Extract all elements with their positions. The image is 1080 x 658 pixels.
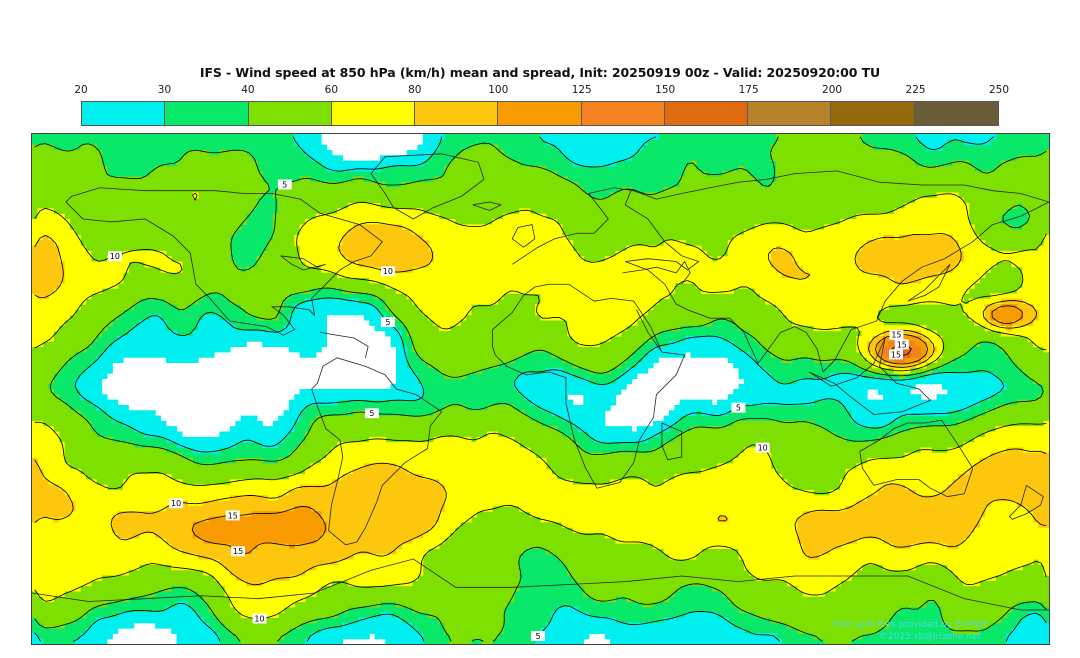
colorbar-segment-200-225 [831, 102, 915, 125]
colorbar-tick-80: 80 [408, 84, 422, 96]
svg-text:15: 15 [228, 511, 238, 520]
colorbar-segment-30-40 [165, 102, 249, 125]
svg-text:5: 5 [385, 318, 390, 327]
contour-label: 15 [889, 329, 904, 340]
contour-label: 15 [894, 339, 909, 349]
field-band [32, 192, 1049, 619]
colorbar-tick-125: 125 [571, 84, 592, 96]
contour-label: 10 [169, 498, 184, 508]
coastline [32, 153, 1049, 611]
svg-text:10: 10 [758, 444, 768, 453]
svg-text:5: 5 [369, 409, 374, 418]
colorbar-tick-100: 100 [488, 84, 509, 96]
colorbar-segment-150-175 [664, 102, 749, 125]
colorbar-segment-100-125 [498, 102, 582, 125]
contour-label: 10 [107, 251, 122, 261]
colorbar-tick-labels: 20 30 40 60 80 100 125 150 175 200 225 250 [74, 84, 1009, 100]
contour-label: 15 [231, 546, 246, 556]
colorbar-segment-80-100 [415, 102, 499, 125]
svg-text:15: 15 [897, 340, 907, 349]
field-band [192, 304, 1023, 555]
contour-label: 5 [531, 631, 545, 641]
contour-label: 5 [364, 408, 379, 418]
contour-label: 10 [380, 266, 395, 276]
contour-label: 15 [225, 510, 240, 520]
colorbar-tick-30: 30 [157, 84, 172, 96]
contour-line-80 [34, 221, 1047, 586]
field-band [32, 224, 1049, 587]
watermark-source: from grib files provided by ECMWF [833, 620, 989, 630]
colorbar-tick-150: 150 [655, 84, 676, 96]
field-band [32, 134, 1049, 644]
colorbar-tick-200: 200 [822, 84, 843, 96]
svg-text:15: 15 [891, 350, 901, 359]
contour-label: 5 [731, 402, 746, 413]
colorbar-tick-250: 250 [988, 84, 1010, 96]
colorbar-tick-175: 175 [738, 84, 759, 96]
colorbar-segment-20-30 [82, 102, 166, 125]
svg-text:5: 5 [736, 404, 741, 413]
colorbar: 20 30 40 60 80 100 125 150 175 200 225 250 [74, 84, 1009, 128]
svg-text:5: 5 [282, 180, 287, 189]
coastline-layer [32, 153, 1049, 611]
svg-text:10: 10 [383, 267, 393, 276]
field-band [32, 134, 1049, 644]
contour-label: 10 [252, 613, 267, 623]
colorbar-tick-40: 40 [241, 84, 255, 96]
colorbar-tick-225: 225 [905, 84, 926, 96]
colorbar-tick-60: 60 [324, 84, 339, 96]
contour-line-100 [191, 305, 1023, 555]
colorbar-segment-175-200 [748, 102, 832, 125]
colorbar-segment-40-60 [248, 102, 332, 125]
contour-line-60 [34, 192, 1047, 619]
colorbar-tick-20: 20 [74, 84, 88, 96]
svg-text:15: 15 [891, 331, 901, 340]
watermark-copyright: ©2025 sb@irizone.net [879, 632, 981, 642]
contour-label: 5 [380, 317, 395, 327]
chart-title: IFS - Wind speed at 850 hPa (km/h) mean … [199, 65, 881, 80]
colorbar-segment-225-250 [914, 102, 998, 125]
contour-label: 5 [277, 179, 292, 189]
world-map-panel: 5 5 5 5 5 10 10 10 10 10 15 15 15 15 15 [31, 133, 1050, 645]
contour-line-30 [34, 136, 1047, 642]
contour-layer [34, 136, 1047, 642]
svg-text:10: 10 [110, 252, 120, 261]
colorbar-gradient [81, 101, 999, 126]
colorbar-segment-60-80 [331, 102, 416, 125]
contour-label: 10 [755, 442, 770, 453]
colorbar-segment-125-150 [581, 102, 665, 125]
contour-label: 15 [889, 349, 903, 359]
contour-line-40 [34, 136, 1047, 642]
svg-text:15: 15 [233, 547, 243, 556]
field-layer [32, 134, 1049, 644]
svg-text:10: 10 [254, 614, 264, 623]
svg-text:5: 5 [535, 632, 540, 641]
svg-text:10: 10 [171, 499, 181, 508]
